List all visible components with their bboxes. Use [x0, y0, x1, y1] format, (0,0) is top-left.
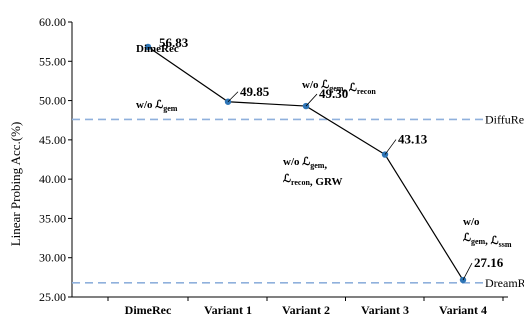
annotations: DimeRec w/o ℒgem w/o ℒgem, ℒrecon w/o ℒgem,… — [136, 43, 512, 249]
reference-line-label: DiffuRec — [485, 112, 524, 126]
annotation-text: w/o — [463, 216, 480, 228]
x-tick-label: Variant 1 — [204, 303, 252, 317]
y-tick-label: 30.00 — [39, 251, 66, 265]
data-label: 27.16 — [474, 255, 504, 270]
data-label-leader — [305, 93, 318, 107]
data-label-leader — [462, 262, 473, 281]
data-label-leader — [384, 139, 397, 155]
data-labels: 56.83 49.85 49.30 43.13 27.16 — [159, 35, 504, 281]
y-tick-label: 55.00 — [39, 54, 66, 68]
reference-lines: DiffuRec DreamRec — [72, 112, 524, 290]
y-tick-label: 50.00 — [39, 94, 66, 108]
annotation-text: w/o ℒgem — [136, 99, 178, 113]
annotation-text: ℒgem, ℒssm — [463, 232, 512, 249]
annotation-text: w/o ℒgem, ℒrecon — [302, 79, 376, 96]
x-tick-label: DimeRec — [125, 303, 172, 317]
y-tick-label: 25.00 — [39, 290, 66, 304]
y-tick-label: 60.00 — [39, 15, 66, 29]
y-axis-label: Linear Probing Acc.(%) — [8, 122, 23, 247]
x-tick-label: Variant 4 — [439, 303, 487, 317]
x-tick-label: Variant 2 — [282, 303, 330, 317]
annotation-text: DimeRec — [136, 43, 179, 55]
y-tick-label: 40.00 — [39, 172, 66, 186]
x-tick-label: Variant 3 — [361, 303, 409, 317]
x-axis: DimeRec Variant 1 Variant 2 Variant 3 Varian… — [72, 296, 508, 317]
data-label: 49.30 — [319, 86, 348, 101]
annotation-text: w/o ℒgem, — [283, 156, 327, 171]
reference-line-label: DreamRec — [485, 276, 524, 290]
data-point — [144, 43, 152, 51]
annotation-text: ℒrecon, GRW — [283, 173, 343, 188]
y-tick-label: 35.00 — [39, 211, 66, 225]
data-label: 49.85 — [240, 84, 270, 99]
data-label: 43.13 — [398, 132, 428, 147]
y-tick-label: 45.00 — [39, 133, 66, 147]
y-axis: 25.00 30.00 35.00 40.00 45.00 50.00 55.00 60.00 — [39, 15, 73, 304]
data-label-leader — [227, 91, 239, 103]
data-label: 56.83 — [159, 35, 189, 50]
